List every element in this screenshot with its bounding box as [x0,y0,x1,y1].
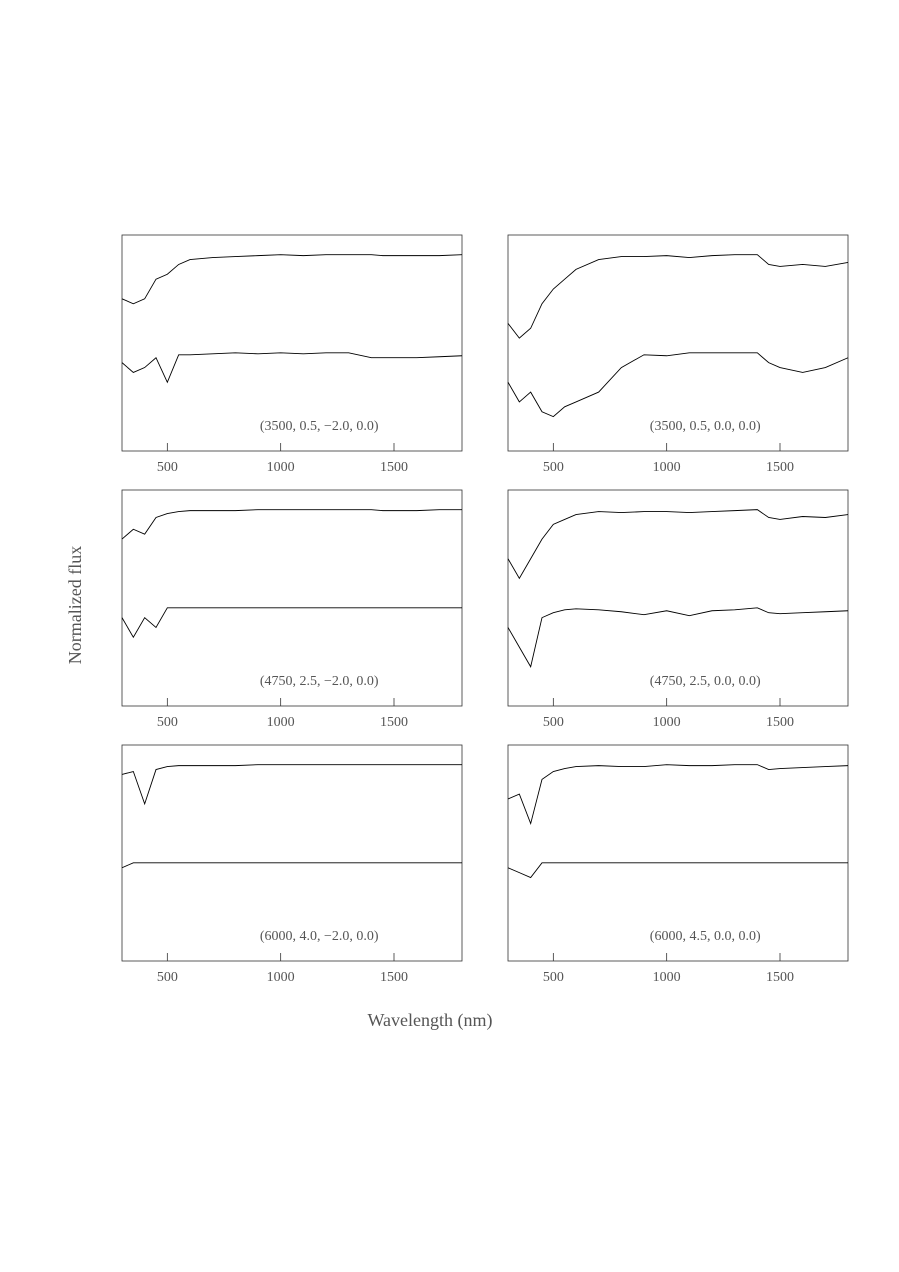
spectrum-line [121,509,462,540]
spectrum-line [121,254,463,305]
panel-annotation: (3500, 0.5, 0.0, 0.0) [650,419,761,434]
plot-frame [507,489,849,707]
x-tick-label: 1500 [766,970,794,985]
plot-frame [507,744,849,962]
spectrum-line [121,607,462,639]
plot-frame [121,234,463,452]
x-tick-label: 1500 [766,715,794,730]
spectrum-line [507,862,848,879]
x-tick-label: 1000 [653,715,681,730]
x-tick-label: 500 [157,460,178,475]
x-axis-label: Wavelength (nm) [367,1010,492,1031]
x-tick-label: 1000 [653,460,681,475]
x-tick-label: 500 [543,715,564,730]
x-tick-label: 500 [157,715,178,730]
panel-annotation: (6000, 4.0, −2.0, 0.0) [260,929,379,944]
spectrum-line [121,352,463,384]
x-tick-label: 1500 [380,715,408,730]
x-tick-label: 1500 [380,460,408,475]
x-tick-label: 1500 [766,460,794,475]
y-axis-label: Normalized flux [65,546,85,664]
panel-annotation: (3500, 0.5, −2.0, 0.0) [260,419,379,434]
spectrum-line [507,509,849,580]
panel-annotation: (4750, 2.5, −2.0, 0.0) [260,674,379,689]
panel-annotation: (4750, 2.5, 0.0, 0.0) [650,674,761,689]
x-tick-label: 1500 [380,970,408,985]
plot-frame [121,744,463,962]
x-tick-label: 500 [157,970,178,985]
spectrum-line [507,254,849,339]
x-tick-label: 500 [543,460,564,475]
x-tick-label: 1000 [267,460,295,475]
plot-frame [121,489,463,707]
spectrum-line [121,862,462,869]
x-tick-label: 500 [543,970,564,985]
spectrum-line [507,352,849,418]
x-tick-label: 1000 [267,715,295,730]
spectrum-line [507,764,849,826]
x-tick-label: 1000 [267,970,295,985]
spectrum-line [121,764,462,806]
spectrum-line [507,607,849,668]
x-tick-label: 1000 [653,970,681,985]
plot-frame [507,234,849,452]
panel-annotation: (6000, 4.5, 0.0, 0.0) [650,929,761,944]
